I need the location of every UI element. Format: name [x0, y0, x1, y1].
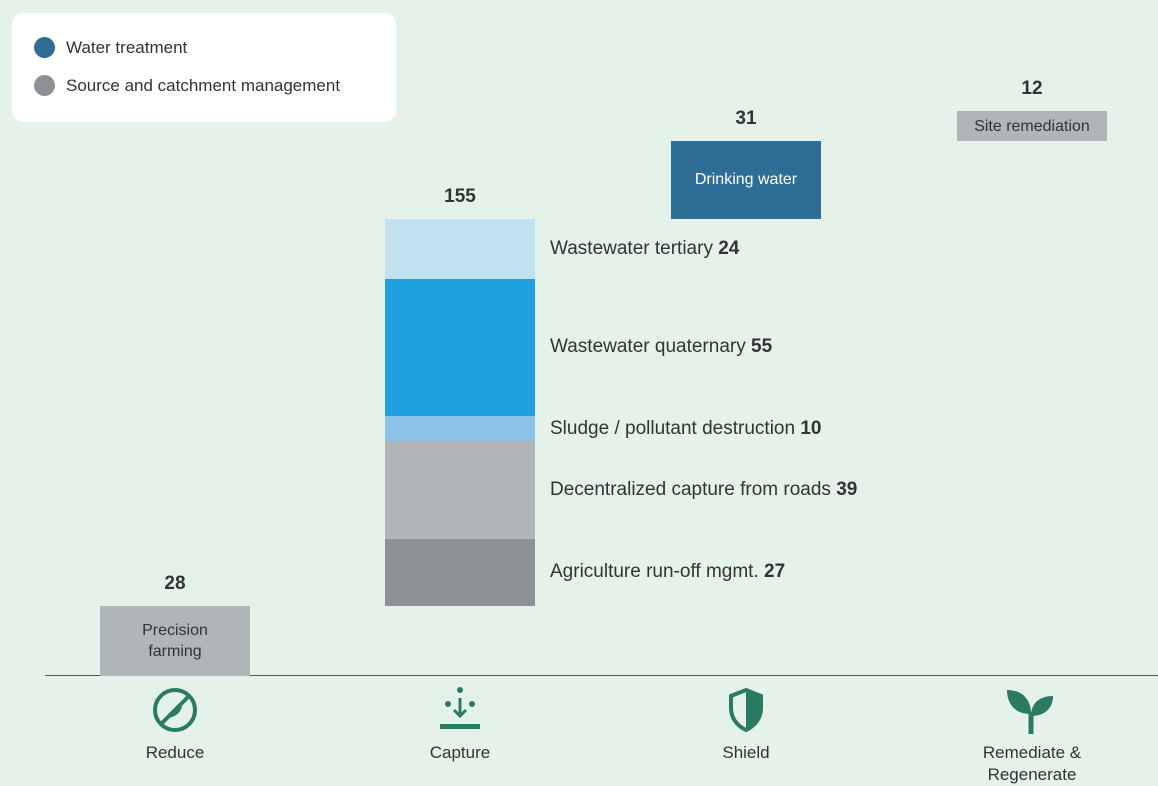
segment-name: Wastewater tertiary: [550, 237, 713, 259]
legend-swatch: [34, 75, 55, 96]
segment-name: Agriculture run-off mgmt.: [550, 561, 759, 583]
segment-name: Decentralized capture from roads: [550, 478, 831, 500]
segment-value: 55: [751, 336, 773, 358]
legend-label: Source and catchment management: [66, 75, 341, 95]
bar-segment: [385, 278, 535, 416]
legend-item: Source and catchment management: [34, 75, 340, 96]
segment-value: 27: [764, 561, 786, 583]
segment-label: Agriculture run-off mgmt. 27: [550, 561, 785, 583]
legend: Water treatment Source and catchment man…: [12, 13, 396, 122]
reduce-icon: [153, 688, 197, 732]
segment-label: Wastewater tertiary 24: [550, 238, 739, 260]
total-label: 31: [735, 108, 757, 129]
shield-icon: [729, 687, 763, 733]
segment-name: Drinking water: [694, 171, 798, 189]
segment-value: 39: [836, 478, 858, 500]
segment-name: Sludge / pollutant destruction: [550, 417, 796, 439]
segment-label: Decentralized capture from roads 39: [550, 479, 857, 501]
category-label: Remediate & Regenerate: [982, 743, 1082, 784]
segment-name: Wastewater quaternary: [550, 336, 746, 358]
total-label: 12: [1021, 78, 1043, 99]
capture-icon: [440, 687, 480, 729]
category-label: Reduce: [145, 743, 205, 762]
bar-segment: [385, 441, 535, 539]
total-label: 28: [164, 573, 186, 594]
segment-name: Precision farming: [142, 622, 208, 660]
bar-segment: Site remediation: [957, 111, 1107, 141]
segment-label: Sludge / pollutant destruction 10: [550, 418, 821, 440]
bar-segment: [385, 416, 535, 441]
legend-item: Water treatment: [34, 37, 187, 58]
bar-segment: Precision farming: [100, 606, 250, 676]
segment-name: Site remediation: [974, 117, 1090, 135]
category-label: Shield: [722, 743, 770, 762]
bar-segment: Drinking water: [671, 141, 821, 219]
legend-swatch: [34, 37, 55, 58]
bar-segment: [385, 218, 535, 279]
segment-value: 10: [800, 417, 822, 439]
segment-value: 24: [718, 237, 740, 259]
legend-label: Water treatment: [66, 37, 188, 57]
category-label: Capture: [429, 743, 491, 762]
total-label: 155: [444, 185, 476, 207]
remediate-icon: [1007, 690, 1053, 734]
bar-segment: [385, 538, 535, 606]
segment-label: Wastewater quaternary 55: [550, 336, 772, 358]
baseline: [45, 675, 1158, 676]
